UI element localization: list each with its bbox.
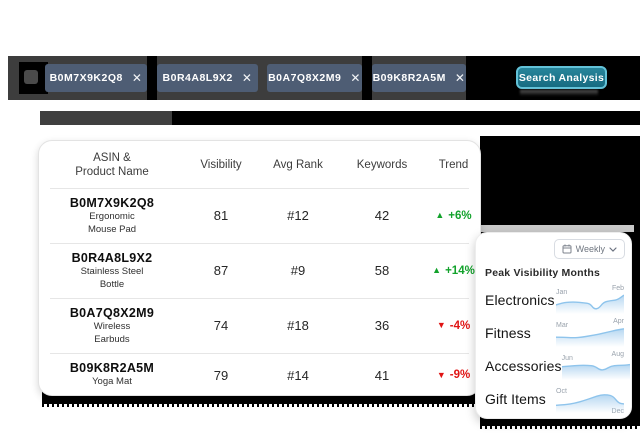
peak-visibility-panel: Weekly Peak Visibility Months Electronic…: [475, 232, 632, 419]
asin-code: B0R4A8L9X2: [71, 251, 153, 265]
product-name: Yoga Mat: [92, 376, 132, 388]
trend-value: ▲ +14%: [432, 264, 475, 277]
category-row: Electronics Jan Feb: [476, 283, 631, 316]
trend-value: ▲ +6%: [435, 209, 472, 222]
asin-chip[interactable]: B09K8R2A5M ✕: [372, 64, 466, 92]
app-logo-block: [19, 62, 48, 94]
column-header-visibility: Visibility: [200, 158, 242, 171]
spark-start-month: Jun: [561, 354, 573, 362]
spark-end-month: Aug: [611, 350, 624, 358]
dark-label-bar: [40, 111, 172, 125]
asin-chip[interactable]: B0A7Q8X2M9 ✕: [267, 64, 362, 92]
avg-rank-value: #12: [287, 208, 309, 223]
app-logo-icon: [24, 70, 38, 84]
column-header-trend: Trend: [438, 158, 469, 171]
visibility-value: 79: [213, 367, 229, 383]
spark-start-month: Mar: [556, 321, 569, 329]
asin-code: B09K8R2A5M: [69, 361, 155, 376]
chip-close-icon[interactable]: ✕: [241, 71, 253, 85]
spark-end-month: Feb: [611, 284, 624, 292]
keywords-value: 41: [374, 367, 390, 383]
category-row: Accessories Jun Aug: [476, 349, 631, 382]
panel-top-shadow-band: [480, 225, 634, 232]
product-name: Ergonomic: [89, 211, 135, 222]
asin-code: B0A7Q8X2M9: [69, 306, 155, 320]
category-label: Fitness: [485, 324, 531, 341]
table-header-row: ASIN & Product Name Visibility Avg Rank …: [39, 141, 480, 188]
category-label: Accessories: [485, 357, 562, 374]
category-label: Gift Items: [485, 390, 546, 407]
table-row: B09K8R2A5M Yoga Mat 79 #14 41 ▼ -9%: [39, 353, 480, 395]
period-value: Weekly: [575, 244, 605, 254]
asin-chip-label: B0R4A8L9X2: [162, 72, 233, 84]
category-label: Electronics: [485, 291, 555, 308]
product-name: Earbuds: [94, 333, 130, 345]
asin-product-cell: B0R4A8L9X2 Stainless Steel Bottle: [39, 243, 185, 298]
asin-product-cell: B0A7Q8X2M9 Wireless Earbuds: [39, 298, 185, 353]
trend-arrow-icon: ▲: [432, 265, 442, 275]
asin-chip[interactable]: B0M7X9K2Q8 ✕: [45, 64, 147, 92]
product-name: Stainless Steel: [80, 266, 144, 277]
spark-start-month: Oct: [556, 387, 567, 395]
trend-value: ▼ -9%: [436, 369, 471, 381]
category-row: Gift Items Oct Dec: [476, 382, 631, 415]
keywords-value: 58: [374, 263, 390, 278]
avg-rank-value: #9: [290, 263, 306, 278]
sparkline-chart: Mar Apr: [556, 318, 624, 348]
chip-close-icon[interactable]: ✕: [454, 71, 466, 85]
keywords-value: 36: [374, 318, 390, 333]
category-list: Electronics Jan Feb Fitness: [476, 283, 631, 415]
asin-visibility-table: ASIN & Product Name Visibility Avg Rank …: [38, 140, 481, 396]
period-dropdown[interactable]: Weekly: [553, 239, 625, 259]
asin-chip-toolbar: B0M7X9K2Q8 ✕ B0R4A8L9X2 ✕ B0A7Q8X2M9 ✕ B…: [8, 56, 495, 100]
column-header-avg-rank: Avg Rank: [273, 158, 323, 171]
category-row: Fitness Mar Apr: [476, 316, 631, 349]
spark-start-month: Jan: [556, 288, 568, 296]
visibility-value: 74: [213, 318, 229, 333]
product-name: Wireless: [93, 321, 131, 332]
product-name: Mouse Pad: [87, 223, 137, 235]
toolbar-right-zone: Search Analysis: [495, 56, 640, 100]
table-row: B0M7X9K2Q8 Ergonomic Mouse Pad 81 #12 42…: [39, 188, 480, 243]
keywords-value: 42: [374, 208, 390, 223]
table-row: B0A7Q8X2M9 Wireless Earbuds 74 #18 36 ▼ …: [39, 298, 480, 353]
chip-close-icon[interactable]: ✕: [131, 71, 143, 85]
asin-code: B0M7X9K2Q8: [69, 196, 155, 210]
avg-rank-value: #18: [287, 318, 309, 333]
asin-chip[interactable]: B0R4A8L9X2 ✕: [157, 64, 258, 92]
bar-divider: [147, 56, 157, 100]
asin-chip-label: B0M7X9K2Q8: [49, 72, 123, 84]
column-header-asin: ASIN & Product Name: [75, 151, 149, 178]
chip-close-icon[interactable]: ✕: [350, 71, 361, 85]
trend-arrow-icon: ▼: [436, 369, 446, 380]
column-header-keywords: Keywords: [356, 158, 408, 171]
asin-product-cell: B09K8R2A5M Yoga Mat: [39, 353, 185, 395]
dark-strip-top: [40, 111, 640, 125]
asin-chip-label: B0A7Q8X2M9: [268, 72, 342, 84]
search-analysis-button[interactable]: Search Analysis: [516, 66, 607, 89]
button-shadow: [520, 90, 598, 96]
sparkline-chart: Jan Feb: [556, 285, 624, 315]
bar-divider: [466, 56, 495, 100]
trend-arrow-icon: ▲: [435, 210, 445, 220]
sparkline-chart: Oct Dec: [556, 384, 624, 415]
product-name: Bottle: [99, 278, 125, 290]
asin-chip-label: B09K8R2A5M: [372, 72, 446, 84]
spark-end-month: Apr: [613, 317, 624, 325]
chevron-down-icon: [609, 246, 617, 252]
asin-product-cell: B0M7X9K2Q8 Ergonomic Mouse Pad: [39, 188, 185, 243]
panel-title: Peak Visibility Months: [485, 267, 601, 279]
visibility-value: 87: [213, 263, 229, 278]
trend-value: ▼ -4%: [436, 319, 471, 332]
avg-rank-value: #14: [287, 367, 309, 383]
calendar-icon: [562, 244, 572, 254]
table-row: B0R4A8L9X2 Stainless Steel Bottle 87 #9 …: [39, 243, 480, 298]
sparkline-chart: Jun Aug: [561, 350, 630, 381]
visibility-value: 81: [213, 208, 229, 223]
trend-arrow-icon: ▼: [436, 320, 446, 330]
bar-divider: [362, 56, 372, 100]
